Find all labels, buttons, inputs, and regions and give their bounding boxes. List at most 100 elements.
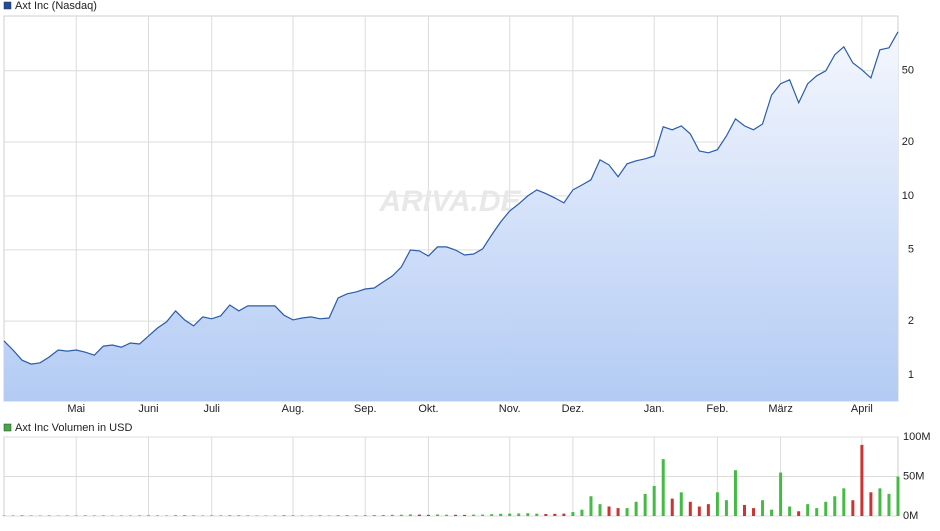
y-tick-label: 100M (903, 431, 931, 443)
x-tick-label: Nov. (499, 403, 521, 415)
chart-title: Axt Inc (Nasdaq) (15, 0, 97, 12)
volume-bar (409, 514, 412, 516)
volume-bar (860, 445, 863, 516)
volume-bar (355, 515, 358, 516)
volume-bar (617, 508, 620, 516)
volume-bar (608, 507, 611, 516)
volume-bar (129, 515, 132, 516)
volume-bar (869, 492, 872, 516)
volume-bar (508, 514, 511, 516)
volume-bar (174, 515, 177, 516)
volume-bar (228, 515, 231, 516)
volume-bar (418, 515, 421, 516)
volume-bar (535, 514, 538, 516)
volume-bar (436, 514, 439, 516)
volume-bar (282, 515, 285, 516)
volume-bar (662, 459, 665, 516)
volume-bar (725, 500, 728, 516)
volume-bar (589, 496, 592, 516)
y-tick-label: 50M (903, 470, 924, 482)
legend-swatch (4, 2, 11, 9)
x-tick-label: Juli (203, 403, 220, 415)
volume-bar (571, 512, 574, 516)
volume-bar (851, 500, 854, 516)
volume-bar (156, 515, 159, 516)
volume-bar (752, 508, 755, 516)
volume-bar (319, 515, 322, 516)
volume-bar (743, 505, 746, 516)
x-tick-label: Dez. (562, 403, 585, 415)
volume-bar (562, 514, 565, 516)
volume-bar (680, 492, 683, 516)
volume-bar (815, 508, 818, 516)
volume-bar (373, 515, 376, 516)
x-tick-label: April (851, 403, 873, 415)
watermark: ARIVA.DE (378, 185, 521, 218)
volume-bar (499, 514, 502, 516)
volume-bar (761, 500, 764, 516)
x-tick-label: Aug. (282, 403, 305, 415)
y-tick-label: 1 (908, 369, 914, 381)
volume-bar (183, 515, 186, 516)
volume-bar (201, 515, 204, 516)
x-tick-label: Mai (67, 403, 85, 415)
volume-bar (346, 515, 349, 516)
volume-bar (400, 515, 403, 516)
volume-bar (219, 515, 222, 516)
volume-bar (878, 488, 881, 516)
volume-bar (842, 488, 845, 516)
volume-bar (337, 515, 340, 516)
volume-bar (490, 514, 493, 516)
y-tick-label: 20 (902, 136, 914, 148)
volume-bar (463, 515, 466, 516)
volume-bar (653, 486, 656, 516)
volume-bar (481, 515, 484, 516)
x-tick-label: März (768, 403, 792, 415)
volume-bar (779, 473, 782, 516)
volume-bar (445, 515, 448, 516)
volume-bar (806, 504, 809, 516)
volume-bar (788, 507, 791, 516)
legend-swatch (4, 424, 11, 431)
volume-bar (526, 513, 529, 516)
volume-bar (391, 515, 394, 516)
volume-bar (599, 504, 602, 516)
y-tick-label: 5 (908, 244, 914, 256)
volume-bar (301, 515, 304, 516)
volume-bar (48, 515, 51, 516)
volume-bar (897, 477, 900, 517)
volume-bar (716, 492, 719, 516)
y-tick-label: 50 (902, 65, 914, 77)
volume-bar (689, 502, 692, 516)
x-tick-label: Jan. (644, 403, 665, 415)
volume-bar (671, 499, 674, 516)
volume-bar (635, 502, 638, 516)
volume-bar (75, 515, 78, 516)
y-tick-label: 0M (903, 510, 918, 522)
volume-bar (382, 515, 385, 516)
y-tick-label: 10 (902, 190, 914, 202)
volume-bar (824, 502, 827, 516)
volume-bar (887, 494, 890, 516)
volume-bar (770, 510, 773, 516)
volume-bar (517, 513, 520, 516)
volume-bar (102, 515, 105, 516)
volume-bar (544, 514, 547, 516)
volume-bar (165, 515, 168, 516)
volume-bar (427, 515, 430, 516)
volume-bar (580, 510, 583, 516)
volume-bar (553, 514, 556, 516)
volume-bar (364, 515, 367, 516)
volume-bar (273, 515, 276, 516)
x-tick-label: Juni (138, 403, 158, 415)
volume-bar (472, 515, 475, 516)
y-tick-label: 2 (908, 315, 914, 327)
volume-bar (237, 515, 240, 516)
volume-bar (707, 504, 710, 516)
volume-bar (454, 515, 457, 516)
x-tick-label: Sep. (354, 403, 377, 415)
volume-bar (644, 494, 647, 516)
x-tick-label: Feb. (706, 403, 728, 415)
volume-bar (626, 508, 629, 516)
